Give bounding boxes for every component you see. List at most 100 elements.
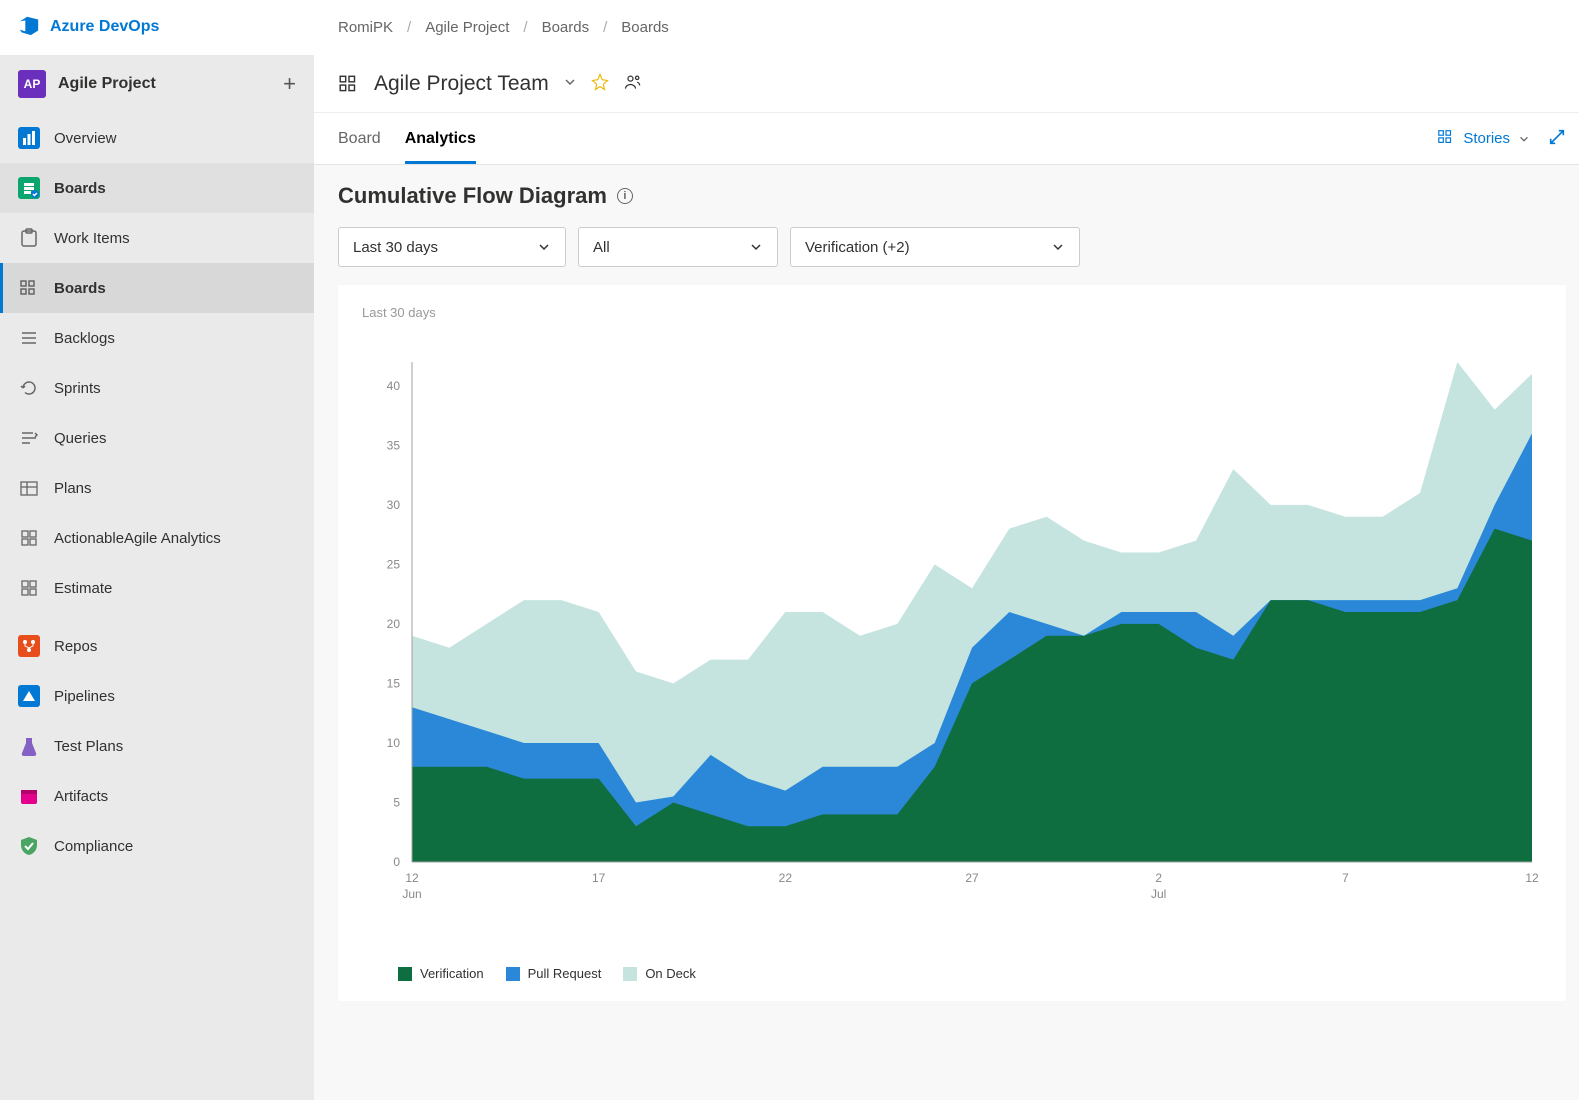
artifacts-icon xyxy=(18,785,40,807)
sidebar-section-boards[interactable]: Boards xyxy=(0,163,314,213)
sidebar-label: Boards xyxy=(54,180,106,197)
queries-icon xyxy=(18,427,40,449)
legend-item: Verification xyxy=(398,966,484,981)
svg-text:25: 25 xyxy=(387,557,401,571)
svg-text:17: 17 xyxy=(592,871,606,885)
sidebar-item-artifacts[interactable]: Artifacts xyxy=(0,771,314,821)
grid-icon xyxy=(18,527,40,549)
sidebar-item-actionableagile[interactable]: ActionableAgile Analytics xyxy=(0,513,314,563)
sidebar-label: Sprints xyxy=(54,380,101,397)
sidebar-item-sprints[interactable]: Sprints xyxy=(0,363,314,413)
chevron-down-icon xyxy=(749,240,763,254)
sidebar-item-workitems[interactable]: Work Items xyxy=(0,213,314,263)
sidebar-item-boards[interactable]: Boards xyxy=(0,263,314,313)
filter-label: All xyxy=(593,239,610,256)
sidebar-item-plans[interactable]: Plans xyxy=(0,463,314,513)
legend-item: On Deck xyxy=(623,966,696,981)
boards-sub-icon xyxy=(18,277,40,299)
page-title-row: Cumulative Flow Diagram i xyxy=(338,183,1566,209)
sidebar-item-estimate[interactable]: Estimate xyxy=(0,563,314,613)
boards-icon xyxy=(18,177,40,199)
chevron-down-icon xyxy=(1518,133,1530,145)
sidebar-label: Work Items xyxy=(54,230,130,247)
svg-text:Jul: Jul xyxy=(1151,887,1166,901)
chart-caption: Last 30 days xyxy=(362,305,1542,320)
sprints-icon xyxy=(18,377,40,399)
add-project-button[interactable]: + xyxy=(283,71,296,97)
sidebar-label: Artifacts xyxy=(54,788,108,805)
fullscreen-icon[interactable] xyxy=(1548,128,1566,149)
info-icon[interactable]: i xyxy=(617,188,633,204)
svg-text:0: 0 xyxy=(393,855,400,869)
sidebar-label: Test Plans xyxy=(54,738,123,755)
breadcrumb: RomiPK/ Agile Project/ Boards/ Boards xyxy=(314,0,1579,55)
project-name: Agile Project xyxy=(58,75,283,93)
brand-text: Azure DevOps xyxy=(50,18,159,36)
team-picker-chevron-icon[interactable] xyxy=(563,75,577,92)
stories-icon xyxy=(1437,128,1455,150)
filter-daterange[interactable]: Last 30 days xyxy=(338,227,566,267)
sidebar-item-repos[interactable]: Repos xyxy=(0,621,314,671)
favorite-star-icon[interactable] xyxy=(591,73,609,94)
overview-icon xyxy=(18,127,40,149)
svg-text:40: 40 xyxy=(387,379,401,393)
tabs-row: Board Analytics Stories xyxy=(314,113,1579,165)
filter-swimlane[interactable]: All xyxy=(578,227,778,267)
sidebar-label: Backlogs xyxy=(54,330,115,347)
sidebar-item-backlogs[interactable]: Backlogs xyxy=(0,313,314,363)
grid-icon xyxy=(18,577,40,599)
sidebar-item-queries[interactable]: Queries xyxy=(0,413,314,463)
sidebar-label: Pipelines xyxy=(54,688,115,705)
svg-text:15: 15 xyxy=(387,676,401,690)
main-content: RomiPK/ Agile Project/ Boards/ Boards Ag… xyxy=(314,0,1579,1100)
filter-label: Last 30 days xyxy=(353,239,438,256)
svg-text:Jun: Jun xyxy=(402,887,421,901)
cumulative-flow-chart: 051015202530354012Jun1722272Jul712 xyxy=(362,332,1542,952)
pipelines-icon xyxy=(18,685,40,707)
svg-text:22: 22 xyxy=(779,871,793,885)
svg-text:2: 2 xyxy=(1155,871,1162,885)
sidebar-item-testplans[interactable]: Test Plans xyxy=(0,721,314,771)
sidebar-item-overview[interactable]: Overview xyxy=(0,113,314,163)
stories-selector[interactable]: Stories xyxy=(1437,128,1530,150)
backlogs-icon xyxy=(18,327,40,349)
svg-text:30: 30 xyxy=(387,498,401,512)
svg-text:7: 7 xyxy=(1342,871,1349,885)
sidebar-label: Plans xyxy=(54,480,92,497)
brand-row[interactable]: Azure DevOps xyxy=(0,0,314,55)
sidebar-label: Repos xyxy=(54,638,97,655)
content-area: Cumulative Flow Diagram i Last 30 days A… xyxy=(314,165,1579,1100)
svg-text:27: 27 xyxy=(965,871,979,885)
stories-label: Stories xyxy=(1463,130,1510,147)
sidebar-item-compliance[interactable]: Compliance xyxy=(0,821,314,871)
legend-item: Pull Request xyxy=(506,966,602,981)
tab-analytics[interactable]: Analytics xyxy=(405,113,476,164)
compliance-icon xyxy=(18,835,40,857)
tab-board[interactable]: Board xyxy=(338,113,381,164)
svg-text:20: 20 xyxy=(387,617,401,631)
chart-panel: Last 30 days 051015202530354012Jun172227… xyxy=(338,285,1566,1001)
sidebar-label: ActionableAgile Analytics xyxy=(54,530,221,547)
sidebar: Azure DevOps AP Agile Project + Overview… xyxy=(0,0,314,1100)
breadcrumb-item[interactable]: RomiPK xyxy=(338,19,393,36)
svg-text:10: 10 xyxy=(387,736,401,750)
team-members-icon[interactable] xyxy=(623,72,643,95)
svg-text:35: 35 xyxy=(387,438,401,452)
svg-text:5: 5 xyxy=(393,795,400,809)
chart-legend: Verification Pull Request On Deck xyxy=(398,966,1542,981)
breadcrumb-item[interactable]: Boards xyxy=(621,19,669,36)
svg-text:12: 12 xyxy=(405,871,419,885)
sidebar-item-pipelines[interactable]: Pipelines xyxy=(0,671,314,721)
sidebar-label: Compliance xyxy=(54,838,133,855)
breadcrumb-item[interactable]: Agile Project xyxy=(425,19,509,36)
team-name: Agile Project Team xyxy=(374,72,549,96)
filter-columns[interactable]: Verification (+2) xyxy=(790,227,1080,267)
sidebar-label: Boards xyxy=(54,280,106,297)
breadcrumb-item[interactable]: Boards xyxy=(542,19,590,36)
workitems-icon xyxy=(18,227,40,249)
chevron-down-icon xyxy=(1051,240,1065,254)
sidebar-label: Estimate xyxy=(54,580,112,597)
repos-icon xyxy=(18,635,40,657)
project-row[interactable]: AP Agile Project + xyxy=(0,55,314,113)
project-badge: AP xyxy=(18,70,46,98)
